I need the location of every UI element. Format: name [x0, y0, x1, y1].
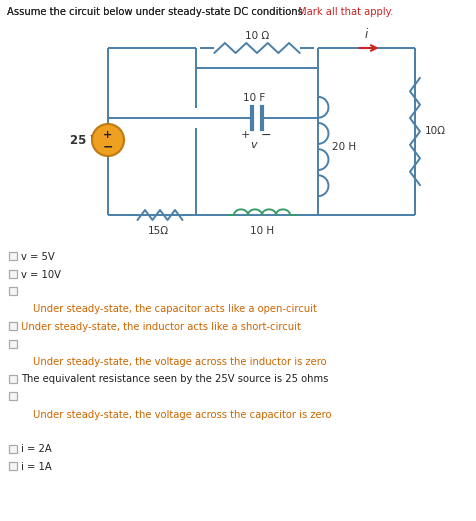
Text: Under steady-state, the inductor acts like a short-circuit: Under steady-state, the inductor acts li…: [21, 322, 301, 332]
Text: Assume the circuit below under steady-state DC conditions. Mark all that apply.: Assume the circuit below under steady-st…: [7, 7, 405, 17]
Text: The equivalent resistance seen by the 25V source is 25 ohms: The equivalent resistance seen by the 25…: [21, 375, 328, 384]
FancyBboxPatch shape: [9, 287, 17, 295]
FancyBboxPatch shape: [9, 322, 17, 330]
Text: i = 2A: i = 2A: [21, 444, 52, 454]
Text: Assume the circuit below under steady-state DC conditions.: Assume the circuit below under steady-st…: [7, 7, 309, 17]
Text: i = 1A: i = 1A: [21, 462, 52, 472]
Text: i: i: [365, 29, 368, 42]
Text: v = 5V: v = 5V: [21, 252, 55, 262]
Text: +: +: [240, 130, 250, 140]
Text: Assume the circuit below under steady-state DC conditions.: Assume the circuit below under steady-st…: [7, 7, 309, 17]
Text: Under steady-state, the voltage across the capacitor is zero: Under steady-state, the voltage across t…: [33, 410, 331, 419]
Text: Under steady-state, the capacitor acts like a open-circuit: Under steady-state, the capacitor acts l…: [33, 304, 317, 315]
Text: 10 Ω: 10 Ω: [245, 31, 269, 41]
Text: +: +: [103, 130, 113, 140]
Text: −: −: [261, 129, 271, 142]
Text: Under steady-state, the voltage across the inductor is zero: Under steady-state, the voltage across t…: [33, 357, 327, 367]
Text: 10Ω: 10Ω: [425, 127, 446, 137]
Text: 20 H: 20 H: [332, 142, 356, 152]
Text: −: −: [103, 141, 113, 154]
FancyBboxPatch shape: [9, 444, 17, 453]
FancyBboxPatch shape: [9, 252, 17, 260]
Text: 25 V: 25 V: [70, 133, 100, 146]
Text: v: v: [251, 140, 258, 150]
Text: Mark all that apply.: Mark all that apply.: [298, 7, 393, 17]
FancyBboxPatch shape: [9, 375, 17, 382]
Circle shape: [92, 124, 124, 156]
FancyBboxPatch shape: [9, 340, 17, 348]
FancyBboxPatch shape: [9, 462, 17, 470]
Text: 10 F: 10 F: [243, 93, 265, 103]
Text: v = 10V: v = 10V: [21, 269, 61, 279]
FancyBboxPatch shape: [9, 392, 17, 400]
Text: 15Ω: 15Ω: [148, 226, 169, 236]
FancyBboxPatch shape: [9, 269, 17, 278]
Text: 10 H: 10 H: [250, 226, 274, 236]
